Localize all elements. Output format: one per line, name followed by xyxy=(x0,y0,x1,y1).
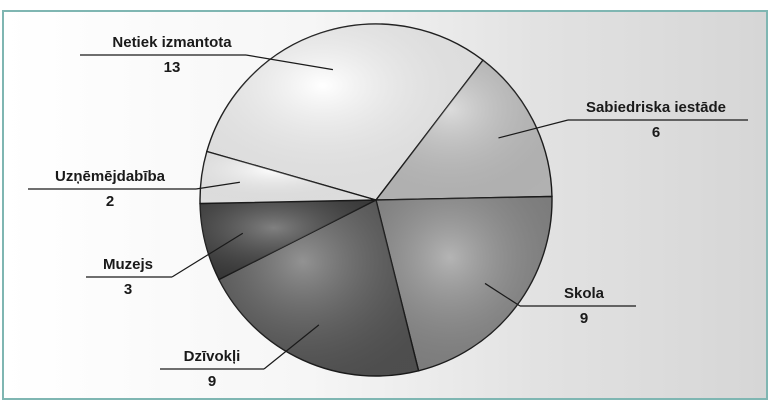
pie-slice-shading-4 xyxy=(218,200,419,376)
slice-value-2: 6 xyxy=(652,124,660,141)
leader-line-3 xyxy=(484,282,521,307)
slice-label-1: Netiek izmantota xyxy=(112,34,232,51)
slice-value-5: 3 xyxy=(124,281,132,298)
pie-slice-shading-2 xyxy=(376,60,552,200)
leader-line-6 xyxy=(195,181,240,190)
pie-slice-shading-3 xyxy=(376,196,552,371)
leader-line-2 xyxy=(498,119,569,139)
pie-slice-shading-5 xyxy=(200,200,376,280)
pie-slice-shading-1 xyxy=(206,23,483,200)
pie-slice-shading-6 xyxy=(200,151,376,204)
leader-line-4 xyxy=(263,324,320,370)
leader-line-1 xyxy=(245,54,334,71)
slice-label-4: Dzīvokļi xyxy=(184,348,241,365)
slice-value-6: 2 xyxy=(106,193,114,210)
slice-label-2: Sabiedriska iestāde xyxy=(586,99,726,116)
slice-value-3: 9 xyxy=(580,310,588,327)
slice-label-6: Uzņēmējdabība xyxy=(55,168,166,185)
slice-value-4: 9 xyxy=(208,373,216,390)
leader-line-5 xyxy=(171,232,244,278)
slice-label-5: Muzejs xyxy=(103,256,153,273)
slice-label-3: Skola xyxy=(564,285,605,302)
slice-value-1: 13 xyxy=(164,59,181,76)
